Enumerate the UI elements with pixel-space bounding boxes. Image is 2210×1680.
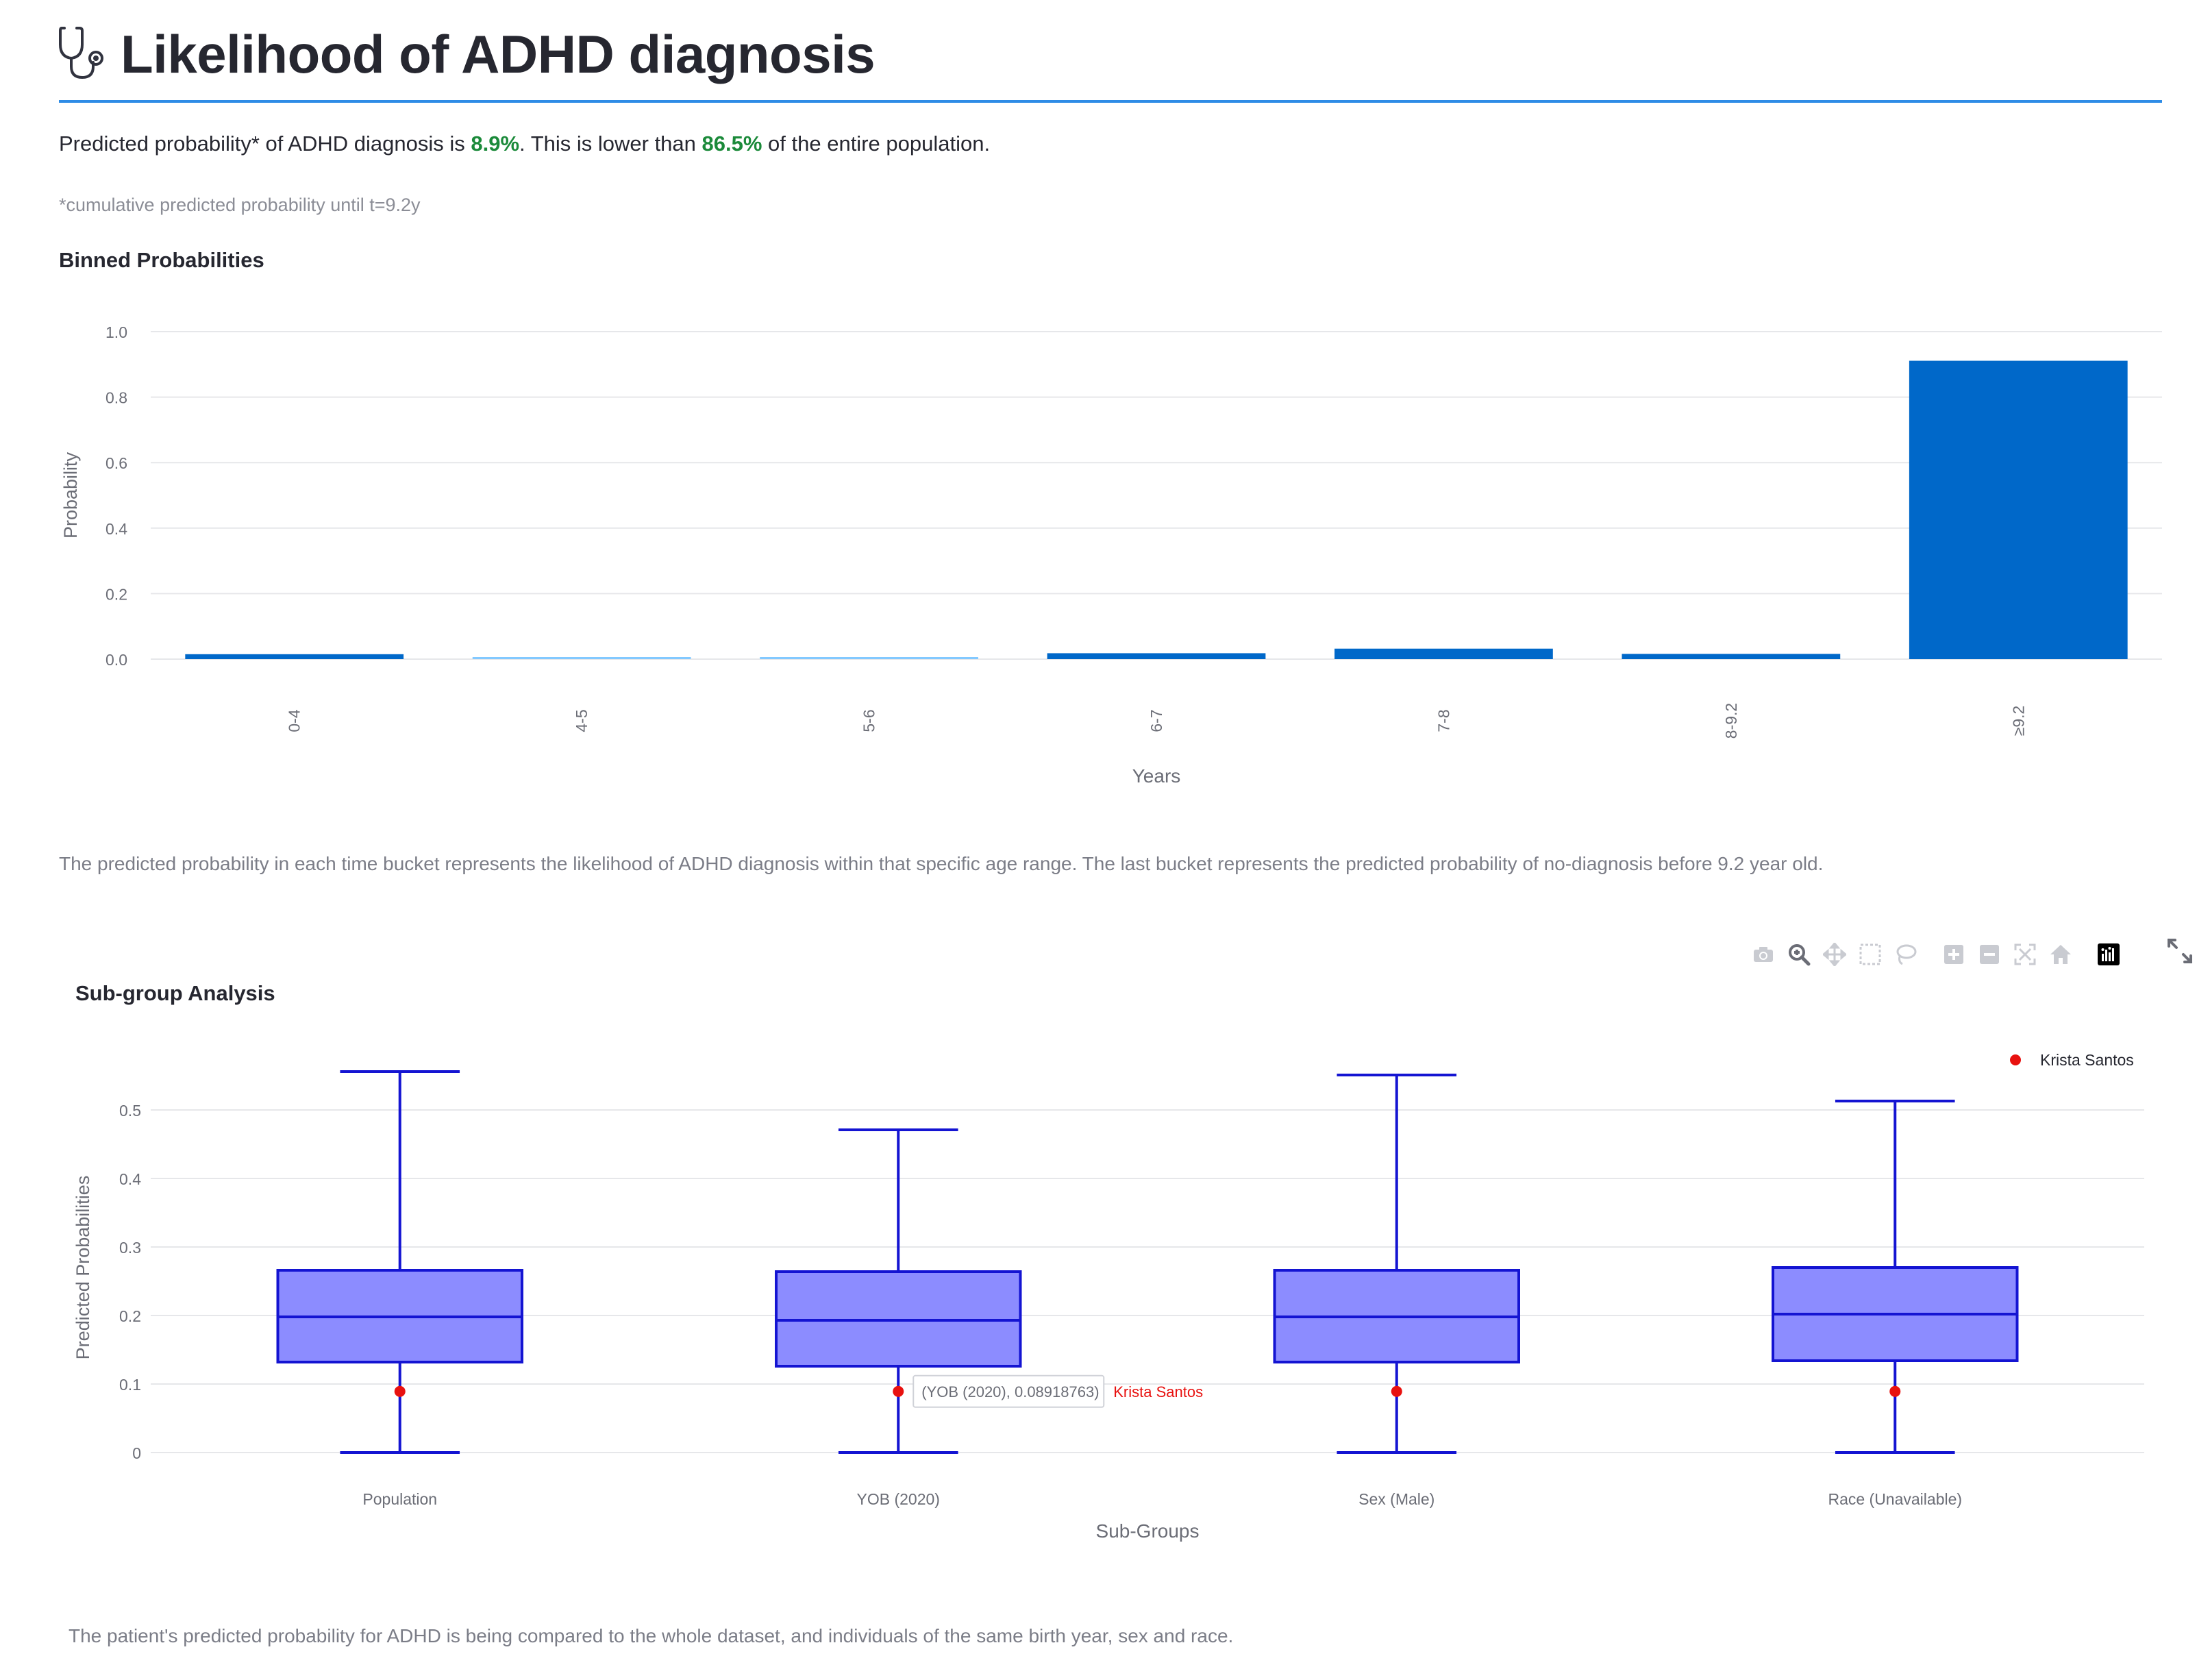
subgroup-boxplot-chart[interactable]: 0 0.1 0.2 0.3 0.4 0.5 Population YOB (2020) Sex …	[0, 1014, 2210, 1562]
population-percentile-value: 86.5%	[702, 132, 762, 156]
bar	[1047, 653, 1266, 659]
summary-middle: . This is lower than	[519, 132, 702, 156]
subgroup-analysis-heading: Sub-group Analysis	[75, 981, 275, 1005]
x-axis-title: Sub-Groups	[1096, 1520, 1200, 1542]
x-tick-label: Sex (Male)	[1358, 1490, 1435, 1508]
y-axis-title: Probability	[60, 452, 81, 539]
zoom-icon[interactable]	[1786, 941, 1812, 967]
zoom-out-icon[interactable]	[1976, 941, 2002, 967]
zoom-in-icon[interactable]	[1941, 941, 1967, 967]
binned-probabilities-chart[interactable]: 0.0 0.2 0.4 0.6 0.8 1.0 0-4 4-5 5-6 6-7 7-8 8-9.2 ≥9…	[0, 301, 2210, 808]
prediction-summary: Predicted probability* of ADHD diagnosis…	[59, 132, 990, 156]
box-select-icon[interactable]	[1857, 941, 1883, 967]
y-tick-label: 0.4	[119, 1170, 141, 1188]
summary-prefix: Predicted probability* of ADHD diagnosis…	[59, 132, 471, 156]
stethoscope-icon	[58, 24, 115, 85]
x-tick-label: YOB (2020)	[857, 1490, 940, 1508]
y-tick-label: 0.8	[105, 389, 127, 407]
subgroup-caption: The patient's predicted probability for …	[69, 1625, 1234, 1646]
legend-marker	[2010, 1054, 2021, 1065]
binned-probabilities-heading: Binned Probabilities	[59, 248, 264, 272]
y-tick-label: 0.1	[119, 1376, 141, 1394]
summary-suffix: of the entire population.	[762, 132, 991, 156]
y-tick-label: 0	[132, 1444, 141, 1462]
legend-label: Krista Santos	[2040, 1051, 2134, 1069]
y-tick-label: 0.3	[119, 1239, 141, 1257]
camera-icon[interactable]	[1750, 941, 1776, 967]
title-divider	[59, 100, 2162, 103]
bar	[1909, 360, 2128, 659]
y-tick-label: 0.2	[119, 1307, 141, 1325]
x-tick-label: 6-7	[1147, 709, 1165, 732]
y-tick-label: 0.0	[105, 651, 127, 669]
page-header: Likelihood of ADHD diagnosis	[58, 23, 876, 86]
fullscreen-icon[interactable]	[2165, 936, 2195, 966]
y-tick-label: 1.0	[105, 323, 127, 341]
plot-modebar	[1750, 941, 2122, 967]
lasso-icon[interactable]	[1893, 941, 1919, 967]
page-title: Likelihood of ADHD diagnosis	[121, 24, 876, 84]
bar	[185, 654, 404, 659]
y-tick-label: 0.5	[119, 1102, 141, 1120]
x-tick-label: ≥9.2	[2009, 706, 2027, 737]
x-tick-label: Population	[362, 1490, 437, 1508]
hover-tooltip: (YOB (2020), 0.08918763) Krista Santos	[912, 1374, 1203, 1408]
bar	[1334, 648, 1553, 659]
plotly-logo-icon[interactable]	[2096, 941, 2122, 967]
bar	[1622, 654, 1841, 659]
x-axis-title: Years	[1132, 765, 1181, 787]
x-tick-label: 7-8	[1435, 709, 1452, 732]
patient-point	[1391, 1385, 1402, 1397]
y-tick-label: 0.4	[105, 520, 127, 538]
predicted-probability-value: 8.9%	[471, 132, 520, 156]
reset-axes-icon[interactable]	[2048, 941, 2074, 967]
binned-caption: The predicted probability in each time b…	[59, 853, 1824, 874]
tooltip-box	[912, 1374, 1105, 1408]
patient-point	[1889, 1385, 1901, 1397]
bar	[760, 657, 978, 659]
x-tick-label: 4-5	[573, 709, 591, 732]
x-tick-label: Race (Unavailable)	[1828, 1490, 1962, 1508]
autoscale-icon[interactable]	[2012, 941, 2038, 967]
x-tick-label: 8-9.2	[1722, 703, 1740, 739]
y-tick-label: 0.2	[105, 585, 127, 603]
x-tick-label: 5-6	[860, 709, 878, 732]
x-tick-label: 0-4	[286, 709, 303, 732]
y-tick-label: 0.6	[105, 454, 127, 472]
bar	[472, 657, 691, 659]
patient-point	[394, 1385, 406, 1397]
y-axis-title: Predicted Probabilities	[73, 1176, 93, 1360]
tooltip-name: Krista Santos	[1113, 1383, 1203, 1400]
footnote: *cumulative predicted probability until …	[59, 195, 421, 215]
pan-icon[interactable]	[1822, 941, 1848, 967]
patient-point	[893, 1385, 904, 1397]
tooltip-value: (YOB (2020), 0.08918763)	[921, 1383, 1099, 1400]
